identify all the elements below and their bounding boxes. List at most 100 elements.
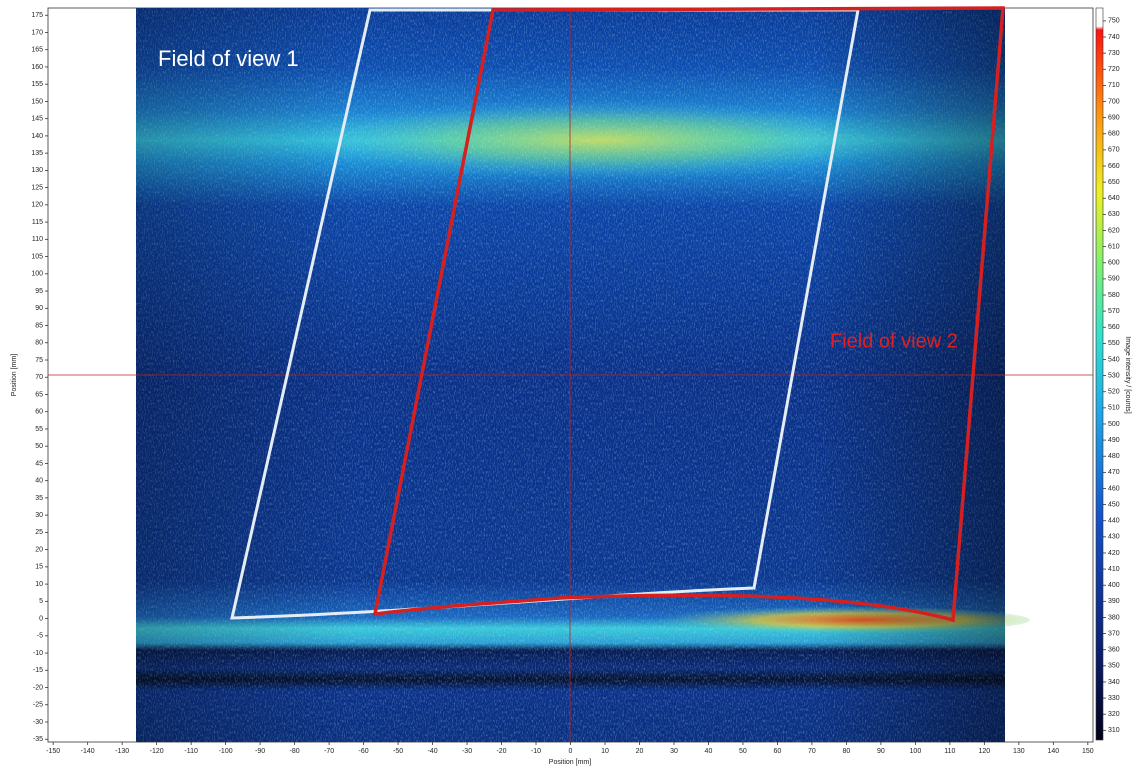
y-tick-label: 75 bbox=[35, 357, 43, 364]
y-tick-label: 45 bbox=[35, 460, 43, 467]
y-tick-label: 155 bbox=[31, 81, 43, 88]
colorbar-tick-label: 580 bbox=[1108, 292, 1120, 299]
y-tick-label: -30 bbox=[33, 719, 43, 726]
y-tick-label: 70 bbox=[35, 374, 43, 381]
x-tick-label: 70 bbox=[808, 748, 816, 755]
x-tick-label: -120 bbox=[150, 748, 164, 755]
x-tick-label: -40 bbox=[427, 748, 437, 755]
y-tick-label: 175 bbox=[31, 12, 43, 19]
y-tick-label: 135 bbox=[31, 150, 43, 157]
y-tick-label: 150 bbox=[31, 98, 43, 105]
colorbar-tick-label: 540 bbox=[1108, 356, 1120, 363]
y-tick-label: 20 bbox=[35, 546, 43, 553]
colorbar-tick-label: 490 bbox=[1108, 437, 1120, 444]
x-tick-label: -70 bbox=[324, 748, 334, 755]
y-tick-label: -20 bbox=[33, 684, 43, 691]
colorbar-tick-label: 640 bbox=[1108, 195, 1120, 202]
colorbar-tick-label: 650 bbox=[1108, 179, 1120, 186]
x-tick-label: 0 bbox=[569, 748, 573, 755]
x-tick-label: -130 bbox=[115, 748, 129, 755]
y-tick-label: 5 bbox=[39, 598, 43, 605]
colorbar-tick-label: 430 bbox=[1108, 534, 1120, 541]
y-tick-label: -5 bbox=[37, 633, 43, 640]
x-tick-label: -30 bbox=[462, 748, 472, 755]
colorbar-tick-label: 700 bbox=[1108, 98, 1120, 105]
y-tick-label: 125 bbox=[31, 184, 43, 191]
y-tick-label: 100 bbox=[31, 271, 43, 278]
colorbar-tick-label: 690 bbox=[1108, 114, 1120, 121]
x-tick-label: 30 bbox=[670, 748, 678, 755]
y-tick-label: 85 bbox=[35, 322, 43, 329]
y-tick-label: 15 bbox=[35, 564, 43, 571]
colorbar-tick-label: 630 bbox=[1108, 211, 1120, 218]
colorbar-tick-label: 450 bbox=[1108, 501, 1120, 508]
colorbar-tick-label: 560 bbox=[1108, 324, 1120, 331]
y-tick-label: 10 bbox=[35, 581, 43, 588]
y-tick-label: 140 bbox=[31, 133, 43, 140]
y-tick-label: 55 bbox=[35, 426, 43, 433]
colorbar-tick-label: 500 bbox=[1108, 421, 1120, 428]
colorbar-tick-label: 670 bbox=[1108, 147, 1120, 154]
y-tick-label: 145 bbox=[31, 116, 43, 123]
y-tick-label: 35 bbox=[35, 495, 43, 502]
colorbar-tick-label: 370 bbox=[1108, 630, 1120, 637]
colorbar-tick-label: 720 bbox=[1108, 66, 1120, 73]
x-tick-label: -100 bbox=[219, 748, 233, 755]
x-tick-label: 130 bbox=[1013, 748, 1025, 755]
y-tick-label: 65 bbox=[35, 391, 43, 398]
colorbar-tick-label: 480 bbox=[1108, 453, 1120, 460]
x-axis-label: Position [mm] bbox=[549, 759, 591, 766]
x-tick-label: -20 bbox=[496, 748, 506, 755]
x-tick-label: 140 bbox=[1047, 748, 1059, 755]
colorbar-tick-label: 680 bbox=[1108, 131, 1120, 138]
annotation: Field of view 1 bbox=[158, 46, 299, 71]
x-tick-label: -90 bbox=[255, 748, 265, 755]
y-tick-label: -10 bbox=[33, 650, 43, 657]
y-tick-label: 120 bbox=[31, 202, 43, 209]
y-tick-label: 165 bbox=[31, 47, 43, 54]
colorbar-tick-label: 440 bbox=[1108, 518, 1120, 525]
colorbar-tick-label: 350 bbox=[1108, 663, 1120, 670]
y-tick-label: -35 bbox=[33, 736, 43, 743]
x-tick-label: 100 bbox=[910, 748, 922, 755]
colorbar-tick-label: 460 bbox=[1108, 485, 1120, 492]
colorbar-tick-label: 750 bbox=[1108, 18, 1120, 25]
y-tick-label: 170 bbox=[31, 29, 43, 36]
colorbar-tick-label: 710 bbox=[1108, 82, 1120, 89]
colorbar-tick-label: 520 bbox=[1108, 389, 1120, 396]
y-tick-label: 50 bbox=[35, 443, 43, 450]
intensity-image bbox=[136, 8, 1030, 742]
x-tick-label: -80 bbox=[290, 748, 300, 755]
y-tick-label: 110 bbox=[32, 236, 43, 243]
colorbar-tick-label: 620 bbox=[1108, 227, 1120, 234]
colorbar-tick-label: 740 bbox=[1108, 34, 1120, 41]
x-tick-label: 40 bbox=[705, 748, 713, 755]
y-tick-label: 40 bbox=[35, 478, 43, 485]
colorbar-tick-label: 600 bbox=[1108, 260, 1120, 267]
y-tick-label: 80 bbox=[35, 340, 43, 347]
colorbar-tick-label: 730 bbox=[1108, 50, 1120, 57]
y-tick-label: 60 bbox=[35, 409, 43, 416]
y-tick-label: 130 bbox=[31, 167, 43, 174]
colorbar-tick-label: 360 bbox=[1108, 647, 1120, 654]
x-tick-label: 80 bbox=[843, 748, 851, 755]
colorbar-tick-label: 610 bbox=[1108, 243, 1120, 250]
x-tick-label: 110 bbox=[944, 748, 955, 755]
y-tick-label: 25 bbox=[35, 529, 43, 536]
x-tick-label: 50 bbox=[739, 748, 747, 755]
x-tick-label: -50 bbox=[393, 748, 403, 755]
x-tick-label: 20 bbox=[636, 748, 644, 755]
crosshair bbox=[48, 8, 1093, 742]
x-tick-label: -10 bbox=[531, 748, 541, 755]
x-tick-label: 10 bbox=[601, 748, 609, 755]
colorbar-tick-label: 310 bbox=[1108, 727, 1120, 734]
y-tick-label: 30 bbox=[35, 512, 43, 519]
colorbar-tick-label: 530 bbox=[1108, 372, 1120, 379]
y-tick-label: -15 bbox=[33, 667, 43, 674]
colorbar-tick-label: 320 bbox=[1108, 711, 1120, 718]
colorbar-tick-label: 470 bbox=[1108, 469, 1120, 476]
y-tick-label: 0 bbox=[39, 615, 43, 622]
x-tick-label: -110 bbox=[184, 748, 198, 755]
colorbar-tick-label: 570 bbox=[1108, 308, 1120, 315]
